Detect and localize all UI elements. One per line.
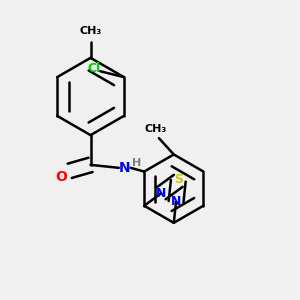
Text: Cl: Cl [88,62,101,75]
Text: N: N [156,187,166,200]
Text: S: S [174,173,183,186]
Text: N: N [119,161,130,175]
Text: N: N [171,195,181,208]
Text: H: H [132,158,141,168]
Text: O: O [55,170,67,184]
Text: CH₃: CH₃ [145,124,167,134]
Text: CH₃: CH₃ [80,26,102,36]
